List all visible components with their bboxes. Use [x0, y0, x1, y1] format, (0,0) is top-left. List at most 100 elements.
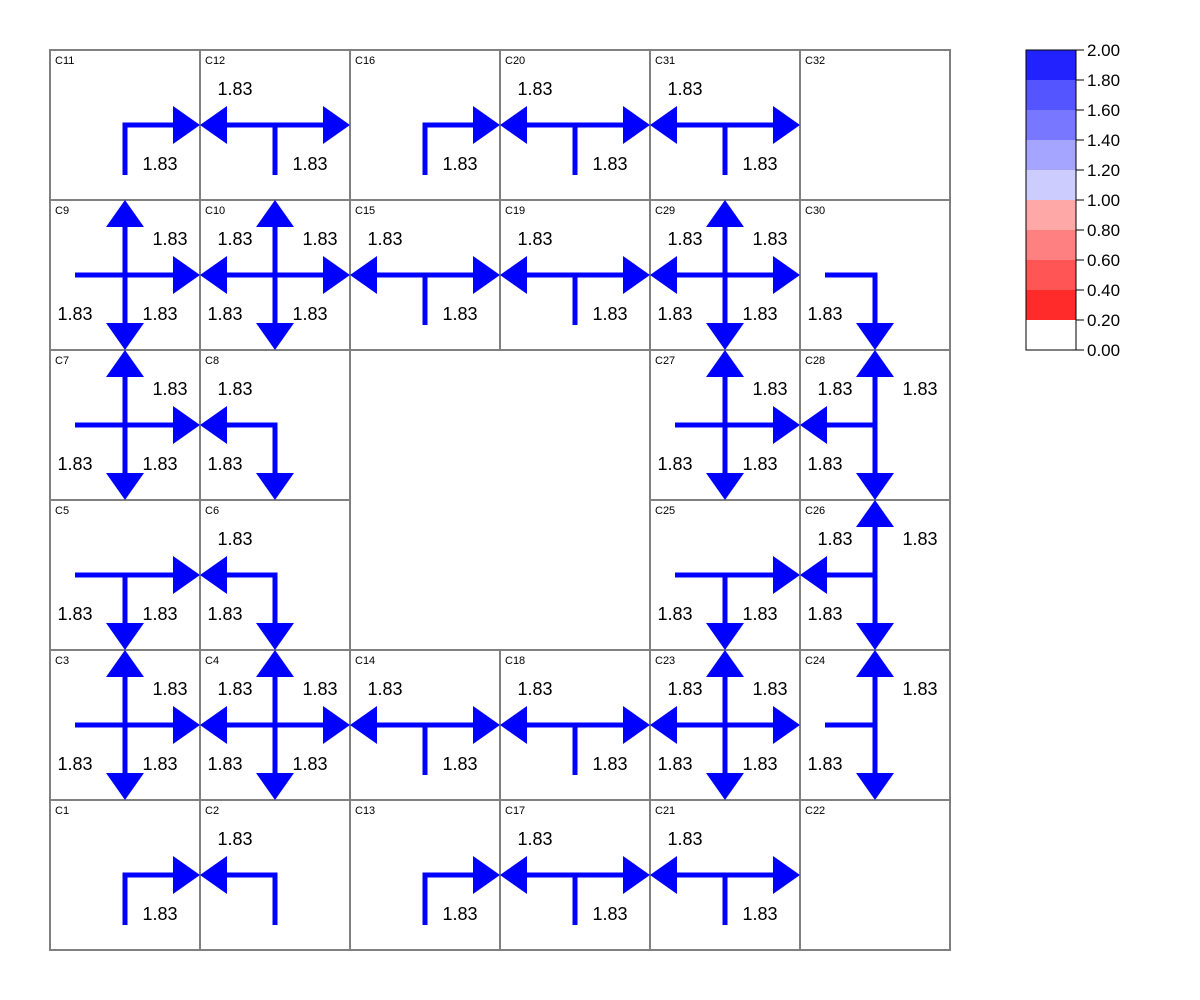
cell-label: C15	[355, 205, 375, 217]
flow-shaft	[75, 272, 128, 324]
flow-shaft	[722, 872, 774, 925]
flow-arrow	[722, 856, 800, 925]
legend-swatch	[1026, 230, 1076, 260]
flow-value-label: 1.83	[657, 304, 692, 324]
flow-value-label: 1.83	[207, 754, 242, 774]
flow-arrowhead	[773, 106, 800, 144]
flow-arrowhead	[173, 706, 200, 744]
flow-value-label: 1.83	[817, 379, 852, 399]
flow-shaft	[225, 422, 278, 474]
flow-value-label: 1.83	[592, 754, 627, 774]
flow-shaft	[422, 272, 474, 325]
flow-value-label: 1.83	[57, 754, 92, 774]
flow-arrowhead	[256, 323, 294, 350]
flow-value-label: 1.83	[142, 454, 177, 474]
flow-value-label: 1.83	[367, 229, 402, 249]
flow-arrowhead	[473, 856, 500, 894]
flow-value-label: 1.83	[742, 154, 777, 174]
flow-arrowhead	[623, 856, 650, 894]
flow-arrowhead	[173, 406, 200, 444]
flow-shaft	[675, 572, 728, 624]
flow-arrowhead	[856, 473, 894, 500]
flow-shaft	[675, 422, 728, 474]
cell-label: C13	[355, 805, 375, 817]
flow-arrowhead	[706, 200, 744, 227]
flow-arrow	[572, 856, 650, 925]
flow-arrowhead	[200, 556, 227, 594]
flow-arrowhead	[650, 706, 677, 744]
flow-arrowhead	[623, 256, 650, 294]
flow-arrowhead	[200, 856, 227, 894]
color-legend: 2.00 1.80 1.60 1.40 1.20 1.00 0.80 0.60 0.40 0.20…	[1025, 41, 1120, 360]
legend-swatch	[1026, 110, 1076, 140]
flow-arrowhead	[350, 706, 377, 744]
flow-arrow	[225, 572, 294, 650]
flow-value-label: 1.83	[657, 604, 692, 624]
cell-label: C8	[205, 355, 219, 367]
flow-arrowhead	[773, 556, 800, 594]
flow-arrowhead	[856, 500, 894, 527]
flow-shaft	[122, 122, 174, 175]
cell-label: C6	[205, 505, 219, 517]
cell-label: C10	[205, 205, 225, 217]
flow-value-label: 1.83	[57, 454, 92, 474]
flow-shaft	[75, 422, 128, 474]
flow-arrowhead	[106, 623, 144, 650]
legend-swatch	[1026, 200, 1076, 230]
cell-label: C7	[55, 355, 69, 367]
flow-arrowhead	[856, 773, 894, 800]
flow-arrow	[122, 856, 200, 925]
flow-arrowhead	[773, 256, 800, 294]
flow-value-label: 1.83	[667, 229, 702, 249]
flow-arrow	[200, 856, 278, 925]
flow-value-label: 1.83	[517, 829, 552, 849]
flow-value-label: 1.83	[807, 454, 842, 474]
flow-arrowhead	[856, 623, 894, 650]
flow-shaft	[675, 722, 728, 774]
flow-arrowhead	[200, 106, 227, 144]
flow-shaft	[572, 122, 624, 175]
flow-arrowhead	[800, 556, 827, 594]
flow-value-label: 1.83	[902, 529, 937, 549]
legend-swatch	[1026, 140, 1076, 170]
flow-arrowhead	[173, 856, 200, 894]
flow-shaft	[825, 422, 878, 474]
flow-value-label: 1.83	[667, 79, 702, 99]
flow-value-label: 1.83	[292, 304, 327, 324]
cell-label: C19	[505, 205, 525, 217]
flow-value-label: 1.83	[807, 754, 842, 774]
flow-arrowhead	[200, 706, 227, 744]
cell-label: C5	[55, 505, 69, 517]
flow-arrowhead	[106, 650, 144, 677]
cell-label: C22	[805, 805, 825, 817]
legend-swatch	[1026, 290, 1076, 320]
flow-value-label: 1.83	[217, 529, 252, 549]
flow-arrow	[572, 706, 650, 775]
flow-value-label: 1.83	[367, 679, 402, 699]
flow-arrowhead	[106, 473, 144, 500]
flow-value-label: 1.83	[152, 379, 187, 399]
flow-value-label: 1.83	[217, 379, 252, 399]
flow-arrowhead	[106, 323, 144, 350]
cell: C32	[799, 49, 951, 201]
flow-value-label: 1.83	[592, 904, 627, 924]
legend-tick-label: 0.60	[1087, 251, 1120, 270]
flow-arrow	[722, 106, 800, 175]
flow-value-label: 1.83	[752, 229, 787, 249]
grid-cells: C11 C12 C16 C20 C31 C32 C9 C10 C15 C19 C29 C30 C7 C8 C…	[49, 49, 951, 951]
legend-tick-label: 0.80	[1087, 221, 1120, 240]
flow-arrowhead	[856, 323, 894, 350]
flow-value-label: 1.83	[292, 154, 327, 174]
flow-value-label: 1.83	[807, 304, 842, 324]
flow-arrow	[272, 106, 350, 175]
flow-value-label: 1.83	[657, 754, 692, 774]
flow-arrowhead	[173, 106, 200, 144]
flow-value-label: 1.83	[742, 454, 777, 474]
legend-tick-label: 1.80	[1087, 71, 1120, 90]
flow-value-label: 1.83	[742, 604, 777, 624]
flow-value-label: 1.83	[742, 304, 777, 324]
flow-shaft	[122, 872, 174, 925]
flow-value-label: 1.83	[207, 604, 242, 624]
flow-arrowhead	[256, 650, 294, 677]
flow-arrowhead	[500, 706, 527, 744]
